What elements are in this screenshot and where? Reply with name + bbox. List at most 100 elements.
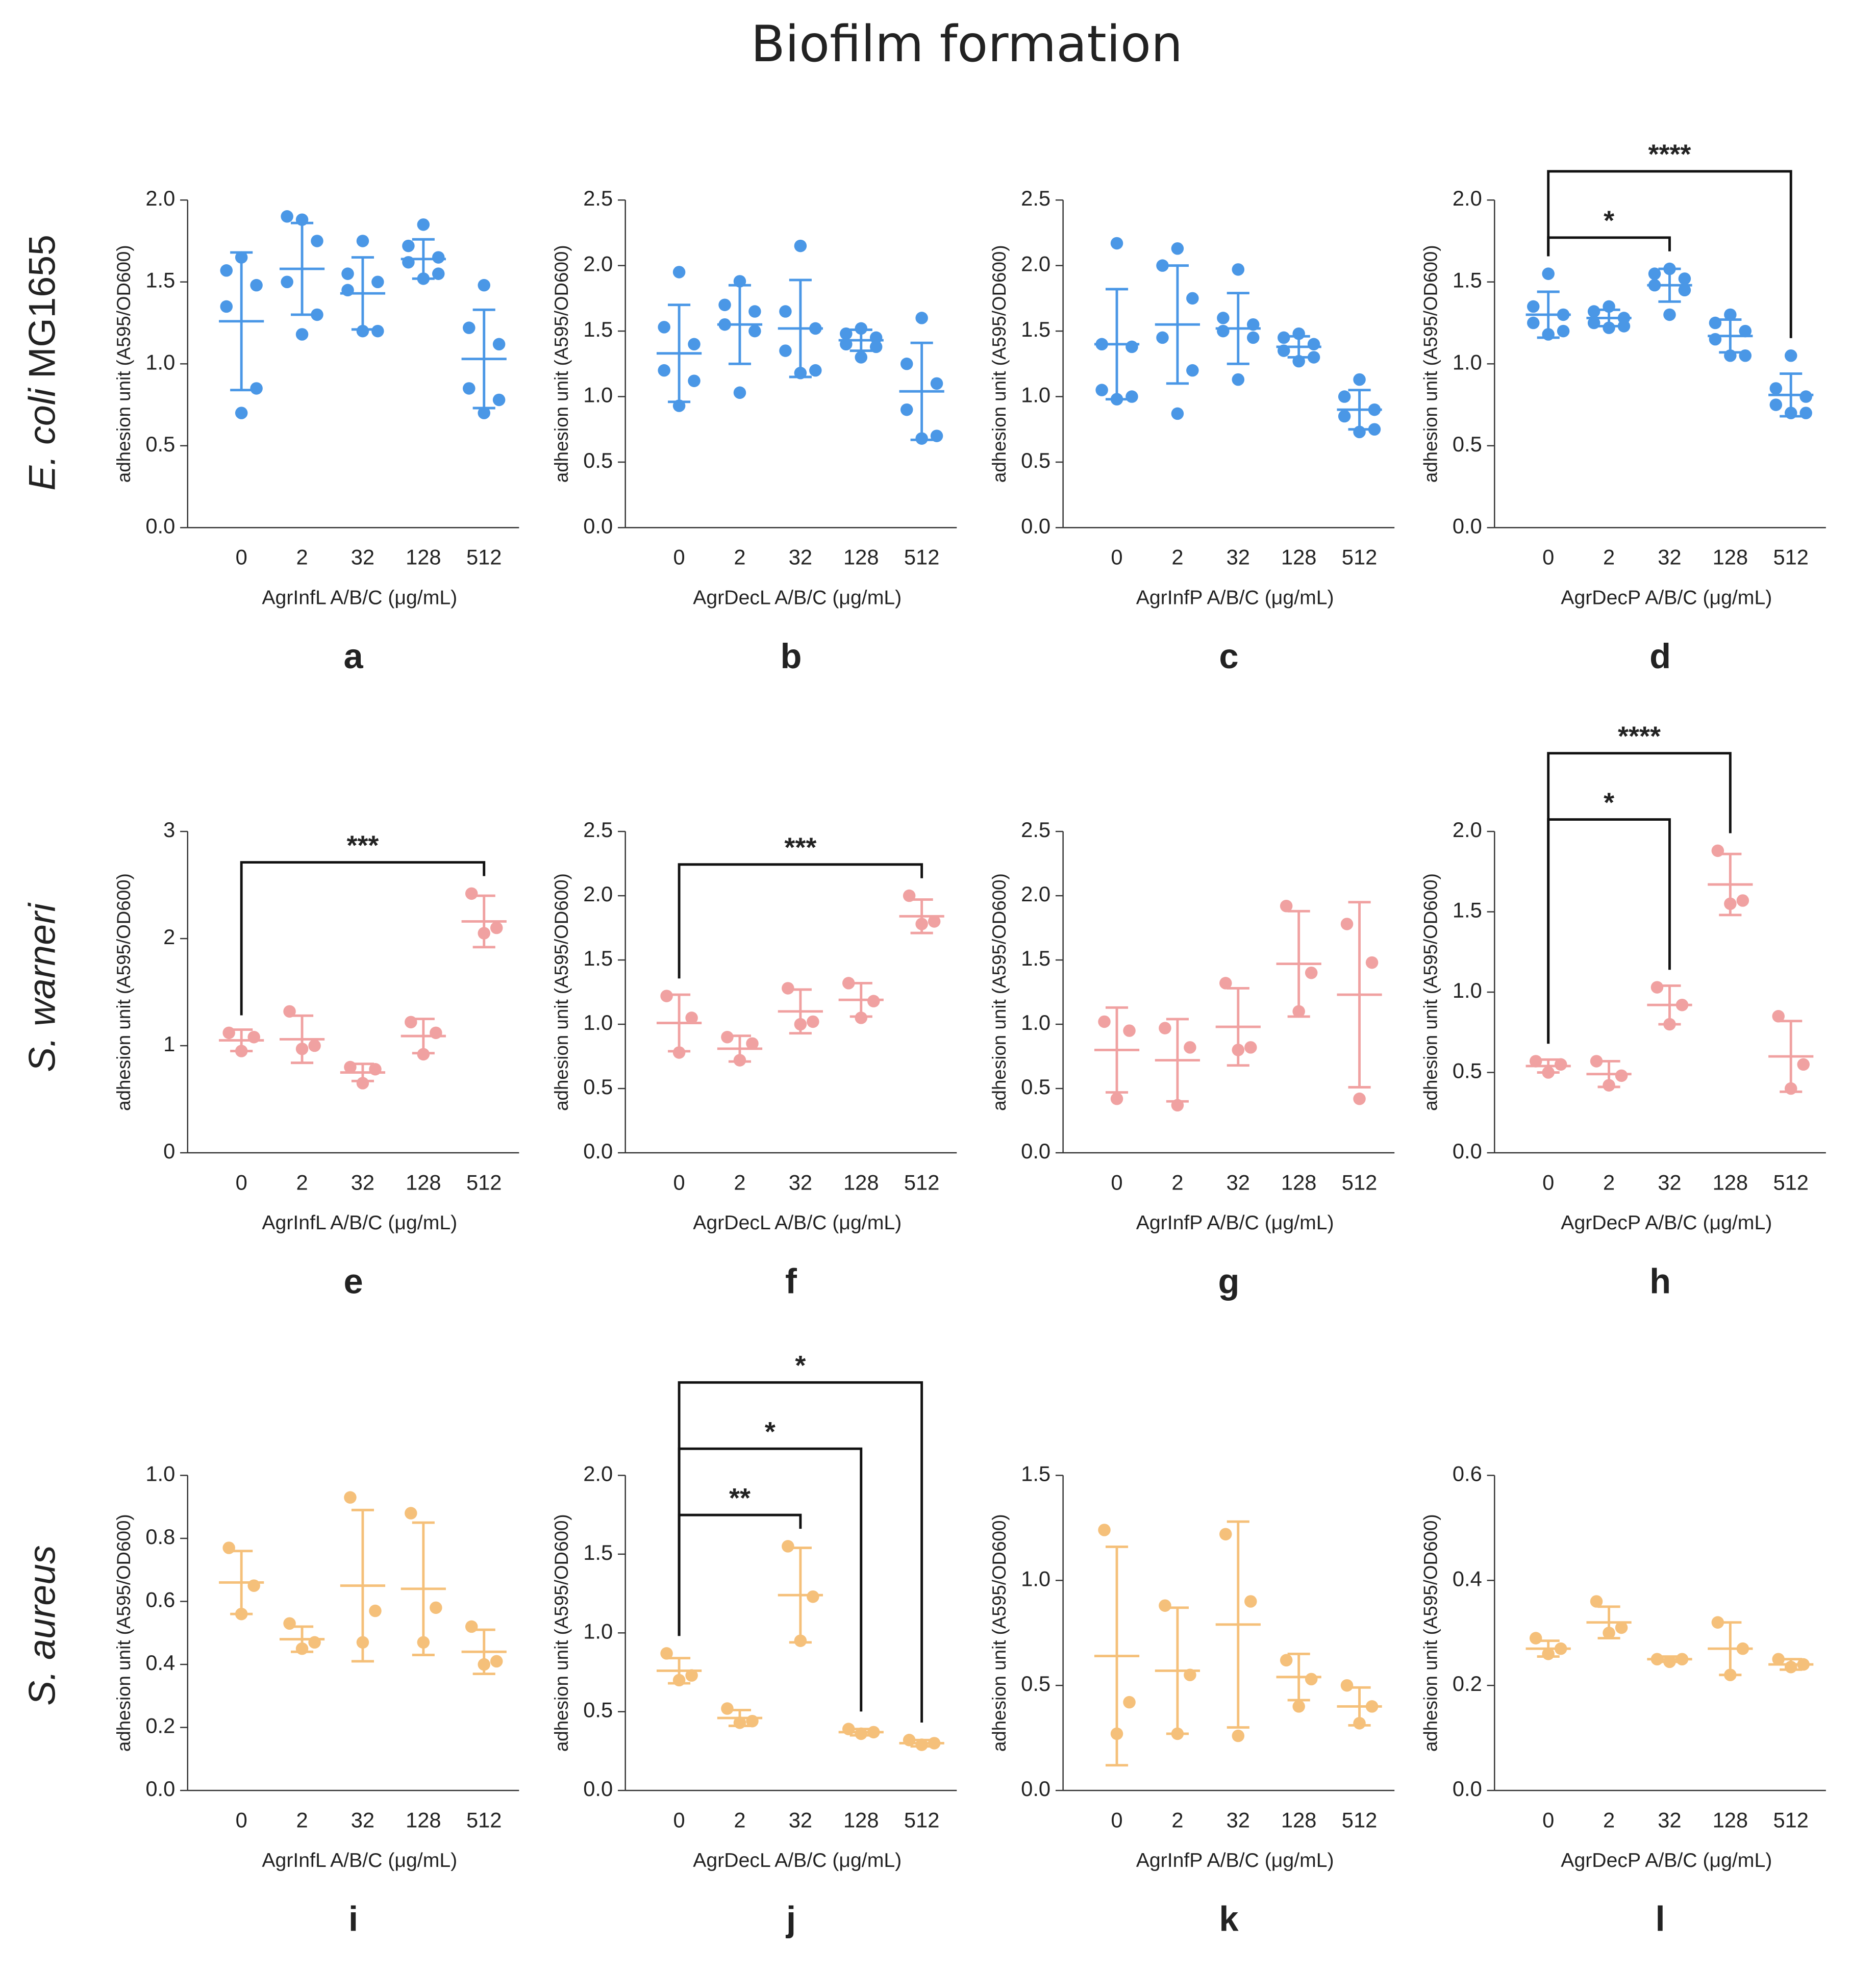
species: E. coli — [21, 388, 63, 491]
x-tick-label: 0 — [673, 545, 685, 569]
data-point — [721, 1030, 734, 1044]
x-tick-label: 0 — [236, 1808, 247, 1832]
x-tick-label: 512 — [904, 545, 940, 569]
x-tick-label: 0 — [1542, 1170, 1554, 1194]
x-tick-label: 128 — [1713, 1808, 1748, 1832]
data-point — [900, 358, 913, 370]
y-axis-label: adhesion unit (A595/OD600) — [989, 873, 1010, 1111]
panel-letter: g — [1218, 1262, 1239, 1301]
significance-label: * — [1604, 206, 1614, 236]
data-point — [842, 977, 855, 990]
y-tick-label: 1.5 — [1453, 898, 1482, 922]
y-tick-label: 0.5 — [1021, 1075, 1050, 1099]
x-tick-label: 2 — [1171, 1808, 1183, 1832]
data-point — [432, 251, 445, 264]
x-axis-label: AgrDecP A/B/C (μg/mL) — [1561, 1850, 1772, 1871]
data-point — [1353, 1092, 1366, 1105]
significance-label: * — [795, 1350, 806, 1381]
data-point — [1527, 300, 1540, 313]
error-bar — [412, 1018, 435, 1055]
x-tick-label: 32 — [789, 1170, 812, 1194]
x-axis-label: AgrDecL A/B/C (μg/mL) — [693, 1212, 902, 1234]
data-point — [1123, 1024, 1136, 1037]
x-tick-label: 32 — [1227, 545, 1250, 569]
significance-bracket — [678, 1513, 802, 1636]
x-tick-label: 128 — [1281, 1808, 1317, 1832]
x-tick-label: 32 — [351, 545, 374, 569]
x-tick-label: 0 — [1111, 1170, 1122, 1194]
error-bar — [789, 279, 812, 378]
data-point — [782, 982, 794, 995]
data-point — [356, 235, 369, 247]
x-tick-label: 0 — [1542, 545, 1554, 569]
error-bar — [668, 303, 691, 403]
significance-bracket — [678, 1381, 923, 1723]
error-bar — [1658, 984, 1681, 1026]
error-bar — [728, 284, 752, 365]
x-axis-label: AgrInfL A/B/C (μg/mL) — [262, 1212, 457, 1234]
data-point — [1615, 1621, 1628, 1634]
error-bar — [1166, 1606, 1189, 1735]
data-point — [869, 340, 883, 353]
error-bar — [1105, 1006, 1129, 1094]
y-tick-label: 2.0 — [583, 252, 613, 276]
data-point — [490, 921, 503, 934]
x-tick-label: 32 — [1227, 1170, 1250, 1194]
y-tick-label: 0.5 — [1453, 432, 1482, 456]
data-point — [1186, 292, 1199, 305]
data-point — [1724, 308, 1737, 321]
data-point — [1246, 331, 1260, 344]
error-bar — [728, 1034, 752, 1063]
error-bar — [291, 1625, 314, 1653]
y-tick-label: 0.4 — [1453, 1566, 1482, 1590]
x-axis-label: AgrDecL A/B/C (μg/mL) — [693, 587, 902, 609]
x-tick-label: 2 — [1171, 545, 1183, 569]
x-tick-label: 2 — [1603, 1170, 1615, 1194]
error-bar — [789, 988, 812, 1035]
error-bar — [1780, 1658, 1803, 1671]
error-bar — [1658, 267, 1681, 303]
data-point — [1305, 966, 1318, 979]
x-tick-label: 32 — [351, 1170, 374, 1194]
significance-label: ** — [729, 1483, 751, 1513]
y-tick-label: 1.0 — [583, 1619, 613, 1643]
y-tick-label: 1.0 — [1021, 383, 1050, 407]
significance-label: * — [765, 1416, 776, 1447]
x-axis-label: AgrInfP A/B/C (μg/mL) — [1136, 587, 1334, 609]
data-point — [1156, 259, 1169, 272]
data-point — [1772, 1653, 1785, 1666]
data-point — [1799, 407, 1812, 419]
data-point — [1307, 338, 1320, 351]
row-label: S. warneri — [21, 902, 63, 1072]
data-point — [1736, 894, 1749, 907]
y-tick-label: 2.0 — [1453, 818, 1482, 842]
x-tick-label: 32 — [1658, 545, 1681, 569]
data-point — [220, 300, 233, 313]
x-axis-label: AgrDecL A/B/C (μg/mL) — [693, 1850, 902, 1871]
data-point — [1098, 1015, 1111, 1028]
y-tick-label: 0.5 — [1021, 1672, 1050, 1696]
error-bar — [1287, 1653, 1310, 1702]
x-tick-label: 128 — [1713, 1170, 1748, 1194]
x-tick-label: 128 — [1281, 1170, 1317, 1194]
significance-label: *** — [346, 830, 379, 861]
data-point — [341, 267, 354, 280]
error-bar — [910, 341, 933, 441]
significance-label: **** — [1618, 721, 1661, 751]
x-tick-label: 0 — [673, 1170, 685, 1194]
y-tick-label: 1.0 — [1021, 1566, 1050, 1590]
y-tick-label: 0 — [163, 1139, 175, 1163]
data-point — [807, 1590, 819, 1603]
x-tick-label: 0 — [236, 545, 247, 569]
error-bar — [1348, 1686, 1371, 1727]
data-point — [1797, 1058, 1810, 1071]
x-tick-label: 128 — [843, 545, 879, 569]
error-bar — [1597, 308, 1620, 327]
x-tick-label: 512 — [1773, 545, 1809, 569]
data-point — [1219, 977, 1232, 990]
y-tick-label: 2.0 — [583, 1461, 613, 1485]
data-point — [779, 305, 792, 318]
data-point — [928, 915, 941, 928]
error-bar — [849, 1728, 872, 1737]
